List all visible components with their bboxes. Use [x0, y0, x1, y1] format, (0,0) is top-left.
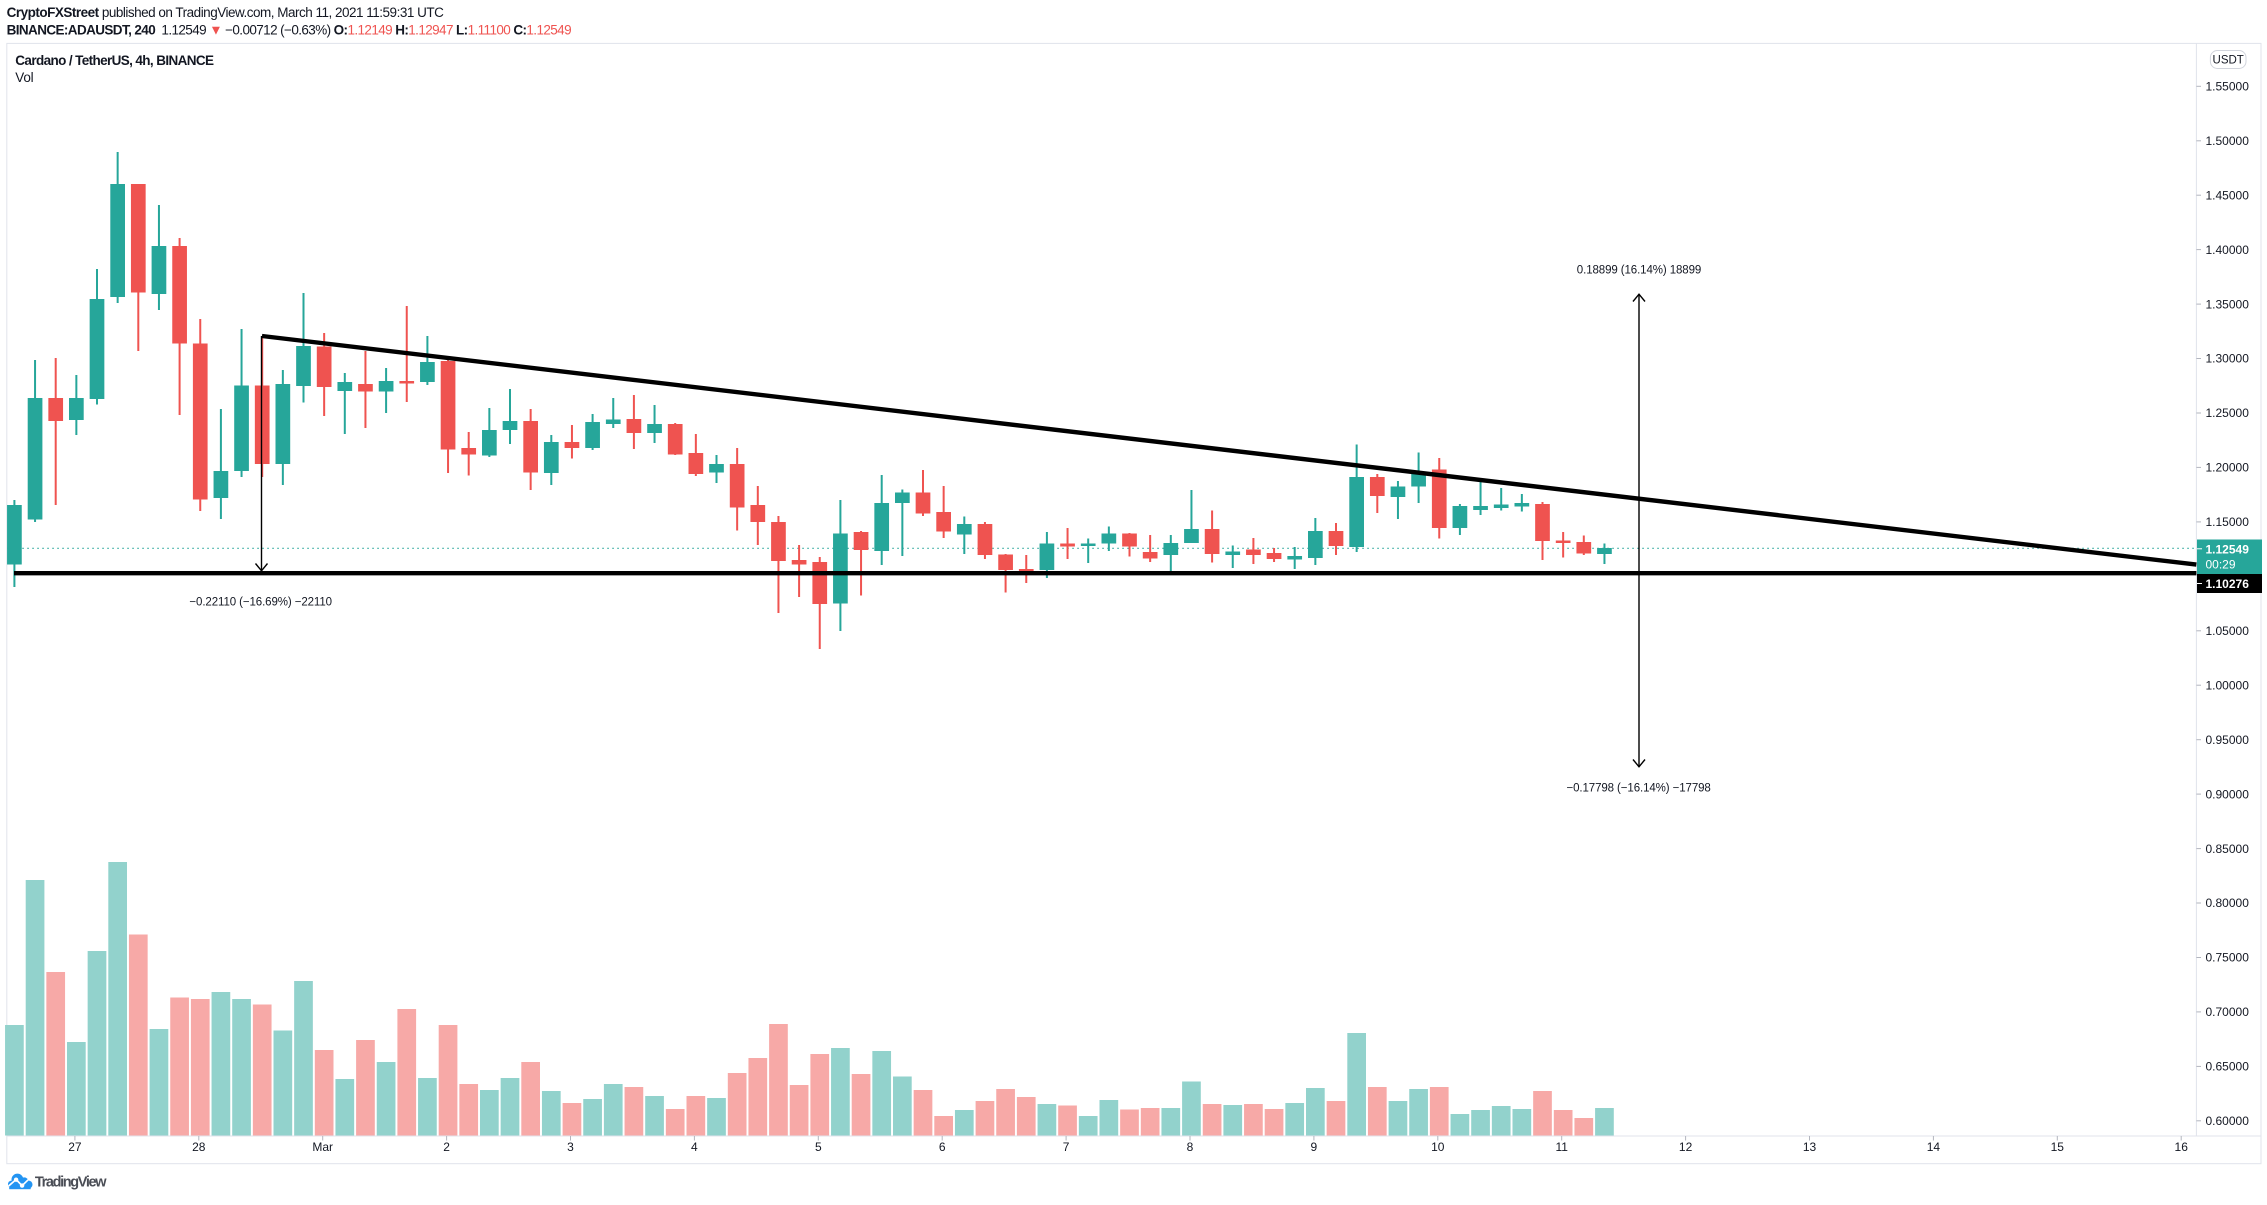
svg-text:Vol: Vol — [15, 70, 33, 85]
svg-text:1.05000: 1.05000 — [2206, 624, 2250, 638]
svg-text:BINANCE:ADAUSDT, 240 1.12549: BINANCE:ADAUSDT, 240 1.12549 ▼ −0.00712 … — [7, 22, 571, 37]
svg-text:1.00000: 1.00000 — [2206, 678, 2250, 692]
svg-text:USDT: USDT — [2213, 55, 2244, 67]
svg-text:0.75000: 0.75000 — [2206, 951, 2250, 965]
svg-text:7: 7 — [1063, 1140, 1070, 1154]
svg-text:3: 3 — [567, 1140, 574, 1154]
svg-text:5: 5 — [815, 1140, 822, 1154]
svg-text:1.35000: 1.35000 — [2206, 297, 2250, 311]
svg-text:1.55000: 1.55000 — [2206, 80, 2250, 94]
svg-text:1.30000: 1.30000 — [2206, 352, 2250, 366]
svg-text:0.95000: 0.95000 — [2206, 733, 2250, 747]
svg-text:1.50000: 1.50000 — [2206, 134, 2250, 148]
svg-text:6: 6 — [939, 1140, 946, 1154]
svg-text:0.18899 (16.14%) 18899: 0.18899 (16.14%) 18899 — [1577, 264, 1701, 276]
svg-text:1.20000: 1.20000 — [2206, 461, 2250, 475]
svg-text:00:29: 00:29 — [2206, 558, 2236, 572]
svg-text:TradingView: TradingView — [35, 1174, 107, 1190]
svg-text:−0.17798 (−16.14%) −17798: −0.17798 (−16.14%) −17798 — [1566, 783, 1710, 795]
svg-text:Cardano / TetherUS, 4h, BINANC: Cardano / TetherUS, 4h, BINANCE — [15, 53, 214, 68]
svg-text:CryptoFXStreet published on Tr: CryptoFXStreet published on TradingView.… — [7, 5, 444, 20]
svg-text:4: 4 — [691, 1140, 698, 1154]
svg-text:0.65000: 0.65000 — [2206, 1060, 2250, 1074]
svg-text:1.15000: 1.15000 — [2206, 515, 2250, 529]
svg-text:0.80000: 0.80000 — [2206, 896, 2250, 910]
svg-text:1.10276: 1.10276 — [2206, 577, 2250, 591]
svg-text:−0.22110 (−16.69%) −22110: −0.22110 (−16.69%) −22110 — [189, 596, 332, 608]
svg-text:9: 9 — [1311, 1140, 1318, 1154]
svg-text:0.70000: 0.70000 — [2206, 1005, 2250, 1019]
svg-text:15: 15 — [2051, 1140, 2065, 1154]
svg-text:1.40000: 1.40000 — [2206, 243, 2250, 257]
svg-text:1.12549: 1.12549 — [2206, 542, 2250, 556]
svg-text:0.60000: 0.60000 — [2206, 1114, 2250, 1128]
svg-text:8: 8 — [1187, 1140, 1194, 1154]
svg-text:10: 10 — [1431, 1140, 1445, 1154]
svg-text:Mar: Mar — [312, 1140, 333, 1154]
svg-text:1.45000: 1.45000 — [2206, 188, 2250, 202]
svg-text:28: 28 — [192, 1140, 206, 1154]
svg-text:0.85000: 0.85000 — [2206, 842, 2250, 856]
svg-text:2: 2 — [443, 1140, 450, 1154]
svg-text:27: 27 — [68, 1140, 82, 1154]
svg-text:0.90000: 0.90000 — [2206, 787, 2250, 801]
svg-text:12: 12 — [1679, 1140, 1693, 1154]
svg-text:14: 14 — [1927, 1140, 1941, 1154]
svg-text:1.25000: 1.25000 — [2206, 406, 2250, 420]
svg-text:11: 11 — [1555, 1140, 1568, 1154]
svg-text:16: 16 — [2175, 1140, 2189, 1154]
svg-text:13: 13 — [1803, 1140, 1817, 1154]
